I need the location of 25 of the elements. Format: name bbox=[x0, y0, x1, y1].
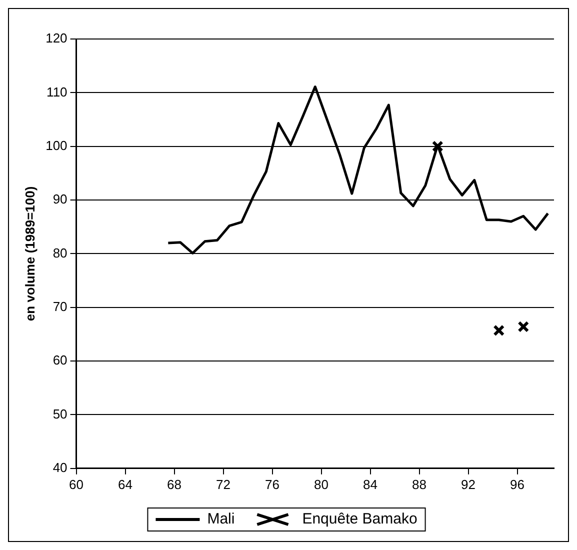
y-tick-label: 80 bbox=[52, 245, 68, 260]
x-tick-label: 80 bbox=[314, 476, 329, 492]
x-tick-label: 64 bbox=[118, 476, 133, 492]
legend-label: Mali bbox=[207, 510, 235, 528]
y-tick-label: 40 bbox=[52, 460, 68, 475]
y-tick-label: 90 bbox=[52, 192, 68, 207]
x-tick-label: 68 bbox=[167, 476, 182, 492]
point bbox=[493, 324, 505, 336]
point bbox=[518, 320, 530, 332]
y-axis-title: en volume (1989=100) bbox=[22, 186, 38, 322]
x-tick-label: 60 bbox=[69, 476, 84, 492]
x-tick-label: 76 bbox=[265, 476, 280, 492]
y-tick-label: 50 bbox=[52, 406, 68, 422]
y-tick-label: 120 bbox=[46, 30, 68, 46]
y-tick-label: 100 bbox=[46, 138, 68, 153]
y-tick-label: 110 bbox=[46, 84, 68, 100]
y-tick-label: 70 bbox=[52, 298, 68, 314]
legend-label: Enquête Bamako bbox=[302, 510, 418, 528]
x-tick-label: 72 bbox=[216, 476, 231, 492]
x-tick-label: 92 bbox=[461, 476, 476, 492]
x-tick-label: 84 bbox=[363, 476, 378, 492]
x-tick-label: 96 bbox=[510, 476, 524, 492]
point bbox=[432, 140, 444, 152]
x-tick-label: 88 bbox=[412, 476, 426, 492]
y-tick-label: 60 bbox=[52, 352, 68, 368]
